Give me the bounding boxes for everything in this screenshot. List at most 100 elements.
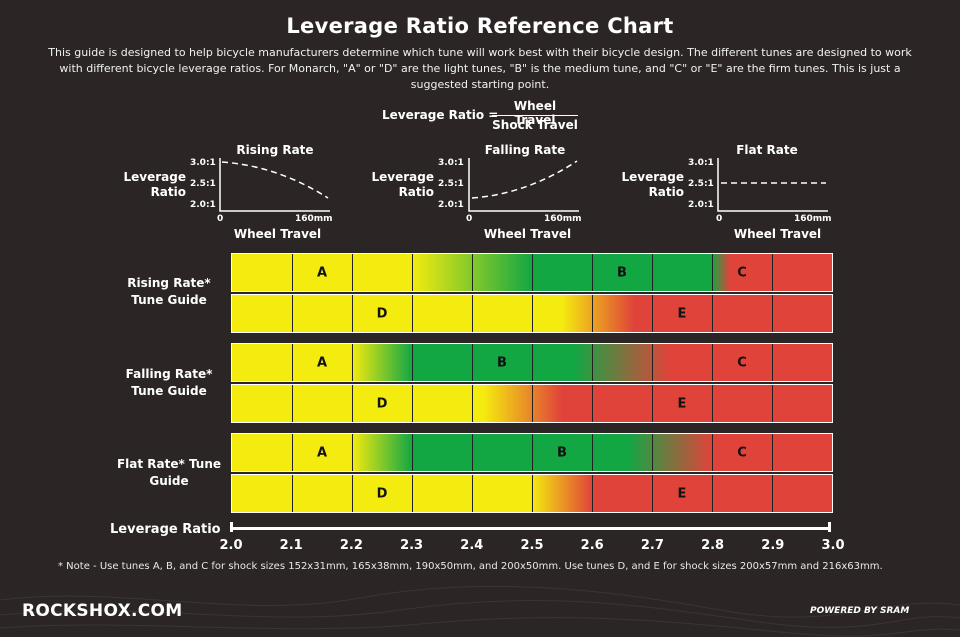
rising-rate-xtick: 0 bbox=[217, 214, 224, 224]
tune-label-b: B bbox=[617, 265, 627, 280]
falling-rate-y-label: Leverage Ratio bbox=[371, 170, 435, 199]
flat-rate-ytick: 2.0:1 bbox=[688, 200, 714, 210]
tune-bar-gridline bbox=[412, 344, 413, 381]
page-title: Leverage Ratio Reference Chart bbox=[286, 14, 674, 38]
tune-bar-gridline bbox=[652, 434, 653, 471]
flat-rate-title: Flat Rate bbox=[736, 143, 798, 157]
topo-line bbox=[0, 599, 960, 628]
tune-bar-gridline bbox=[472, 475, 473, 512]
tune-bar-gridline bbox=[292, 434, 293, 471]
powered-by-logo: POWERED BY SRAM bbox=[810, 606, 910, 616]
tune-label-a: A bbox=[316, 355, 328, 370]
tune-bar-gridline bbox=[352, 385, 353, 422]
tune-label-e: E bbox=[677, 486, 687, 501]
tune-bar-gridline bbox=[412, 295, 413, 332]
tune-bar-gridline bbox=[532, 475, 533, 512]
falling-rate-guide-label: Falling Rate* Tune Guide bbox=[125, 367, 213, 398]
falling-rate-ytick: 3.0:1 bbox=[438, 158, 464, 168]
tune-bar-gridline bbox=[712, 254, 713, 291]
rising-rate-xtick: 160mm bbox=[295, 214, 333, 224]
tune-bar-gridline bbox=[532, 344, 533, 381]
site-link[interactable]: ROCKSHOX.COM bbox=[22, 601, 183, 621]
tune-bar-gridline bbox=[352, 434, 353, 471]
formula-label: Leverage Ratio = bbox=[382, 108, 499, 122]
scale-tick-label: 2.0 bbox=[219, 538, 243, 553]
scale-tick-label: 2.3 bbox=[400, 538, 424, 553]
formula-fraction-line bbox=[492, 115, 578, 116]
scale-tick-label: 2.2 bbox=[339, 538, 363, 553]
footnote: * Note - Use tunes A, B, and C for shock… bbox=[58, 561, 883, 572]
scale-left-cap bbox=[230, 522, 233, 532]
tune-bar-gridline bbox=[472, 344, 473, 381]
tune-bar: A B C bbox=[231, 253, 833, 292]
tune-bar-gridline bbox=[532, 295, 533, 332]
falling-rate-x-label: Wheel Travel bbox=[483, 227, 572, 241]
tune-bar-gridline bbox=[292, 254, 293, 291]
falling-rate-xtick: 0 bbox=[466, 214, 473, 224]
scale-tick-label: 2.8 bbox=[701, 538, 725, 553]
flat-rate-axes bbox=[717, 158, 828, 212]
tune-label-d: D bbox=[376, 396, 388, 411]
tune-bar-gridline bbox=[652, 254, 653, 291]
scale-tick-label: 2.9 bbox=[761, 538, 785, 553]
tune-bar-gridline bbox=[412, 254, 413, 291]
topo-line bbox=[0, 617, 960, 637]
tune-bar-gridline bbox=[292, 475, 293, 512]
rising-rate-ytick: 2.5:1 bbox=[190, 179, 216, 189]
rising-rate-title: Rising Rate bbox=[236, 143, 314, 157]
formula-denominator: Shock Travel bbox=[492, 118, 578, 132]
rising-rate-plot bbox=[219, 158, 330, 212]
tune-label-e: E bbox=[677, 396, 687, 411]
tune-bar-gridline bbox=[592, 475, 593, 512]
topo-line bbox=[0, 585, 960, 618]
tune-label-a: A bbox=[316, 265, 328, 280]
tune-bar-gridline bbox=[712, 475, 713, 512]
intro-text: This guide is designed to help bicycle m… bbox=[48, 46, 912, 91]
tune-bar: A B C bbox=[231, 343, 833, 382]
tune-bar-gridline bbox=[712, 344, 713, 381]
tune-bar-gridline bbox=[772, 385, 773, 422]
tune-label-a: A bbox=[316, 445, 328, 460]
tune-bar-gridline bbox=[412, 385, 413, 422]
tune-bar-gridline bbox=[472, 295, 473, 332]
tune-bar-gridline bbox=[412, 434, 413, 471]
flat-rate-xtick: 160mm bbox=[794, 214, 832, 224]
tune-bar-gridline bbox=[592, 295, 593, 332]
falling-rate-xtick: 160mm bbox=[544, 214, 582, 224]
falling-rate-ytick: 2.5:1 bbox=[438, 179, 464, 189]
scale-tick-label: 2.5 bbox=[520, 538, 544, 553]
scale-tick-label: 2.4 bbox=[460, 538, 484, 553]
tune-bar-gridline bbox=[472, 385, 473, 422]
tune-bar-gridline bbox=[772, 434, 773, 471]
flat-rate-xtick: 0 bbox=[716, 214, 723, 224]
tune-bar-gridline bbox=[472, 434, 473, 471]
flat-rate-ytick: 3.0:1 bbox=[688, 158, 714, 168]
tune-bar-gridline bbox=[772, 344, 773, 381]
tune-bar-gridline bbox=[772, 254, 773, 291]
tune-bar-gridline bbox=[652, 295, 653, 332]
tune-bar-gridline bbox=[772, 295, 773, 332]
tune-bar-gridline bbox=[352, 344, 353, 381]
scale-label: Leverage Ratio bbox=[110, 522, 221, 537]
rising-rate-guide-label: Rising Rate* Tune Guide bbox=[127, 276, 211, 307]
scale-line bbox=[230, 527, 831, 530]
tune-bar-gridline bbox=[712, 434, 713, 471]
tune-bar-gridline bbox=[652, 475, 653, 512]
tune-bar-gridline bbox=[532, 254, 533, 291]
scale-tick-label: 2.7 bbox=[640, 538, 664, 553]
tune-label-d: D bbox=[376, 306, 388, 321]
flat-rate-plot bbox=[717, 158, 828, 212]
flat-rate-x-label: Wheel Travel bbox=[733, 227, 822, 241]
tune-bar-gridline bbox=[652, 385, 653, 422]
tune-label-c: C bbox=[737, 355, 747, 370]
falling-rate-axes bbox=[468, 158, 579, 212]
tune-bar-gridline bbox=[292, 344, 293, 381]
tune-bar-gridline bbox=[712, 295, 713, 332]
falling-rate-title: Falling Rate bbox=[484, 143, 566, 157]
tune-bar-gridline bbox=[592, 385, 593, 422]
tune-bar-gridline bbox=[352, 475, 353, 512]
falling-rate-plot bbox=[468, 158, 579, 212]
rising-rate-ytick: 3.0:1 bbox=[190, 158, 216, 168]
